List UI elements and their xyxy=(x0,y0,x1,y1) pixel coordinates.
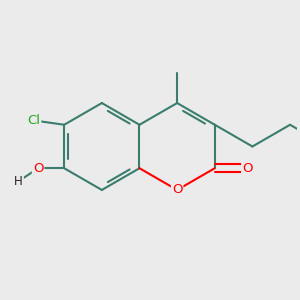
Text: H: H xyxy=(14,175,23,188)
Text: Cl: Cl xyxy=(27,114,40,127)
Text: O: O xyxy=(33,162,44,175)
Text: O: O xyxy=(242,162,253,175)
Text: O: O xyxy=(172,184,182,196)
